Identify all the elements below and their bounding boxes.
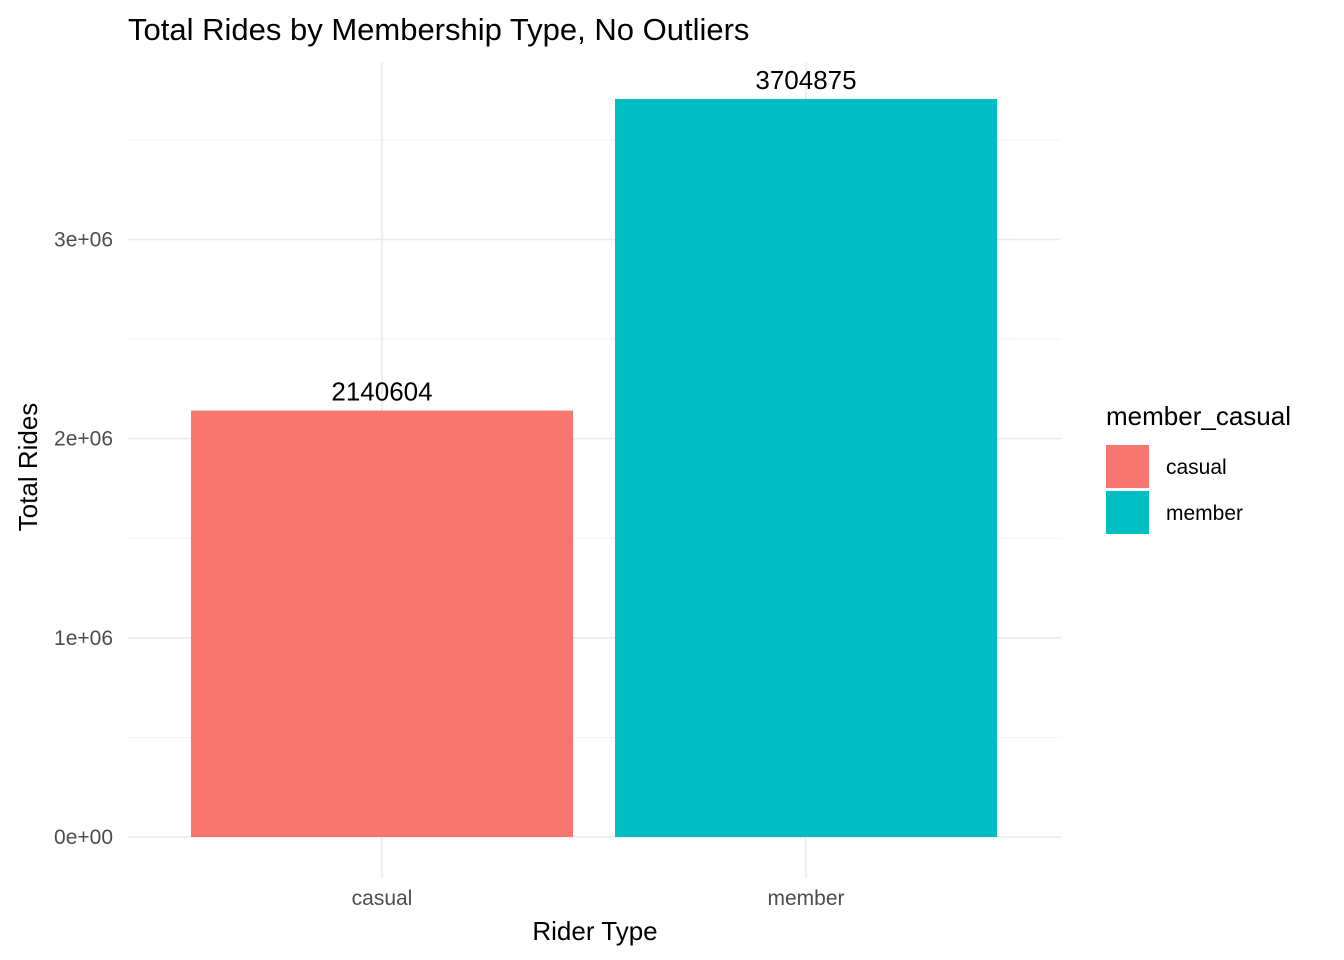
x-tick-label-member: member — [767, 887, 844, 910]
bar-casual — [191, 410, 573, 837]
legend-label-member: member — [1166, 502, 1243, 525]
legend-entries: casual member — [1106, 445, 1243, 534]
y-tick-label: 2e+06 — [54, 428, 113, 451]
legend-title: member_casual — [1106, 401, 1291, 431]
y-tick-label: 0e+00 — [54, 826, 113, 849]
y-axis-ticks: 0e+00 1e+06 2e+06 3e+06 — [54, 228, 113, 849]
legend-key-casual — [1106, 445, 1149, 488]
data-label-member: 3704875 — [755, 65, 856, 95]
y-axis-title: Total Rides — [13, 403, 43, 532]
legend: member_casual casual member — [1106, 401, 1291, 534]
bars — [191, 99, 997, 837]
chart-title: Total Rides by Membership Type, No Outli… — [128, 12, 749, 47]
x-axis-title: Rider Type — [532, 916, 657, 946]
bar-member — [615, 99, 997, 837]
y-tick-label: 3e+06 — [54, 228, 113, 251]
x-tick-label-casual: casual — [352, 887, 413, 910]
y-tick-label: 1e+06 — [54, 627, 113, 650]
data-labels: 2140604 3704875 — [331, 65, 856, 407]
x-axis-ticks: casual member — [352, 887, 845, 910]
legend-label-casual: casual — [1166, 456, 1227, 479]
legend-key-member — [1106, 491, 1149, 534]
data-label-casual: 2140604 — [331, 377, 432, 407]
